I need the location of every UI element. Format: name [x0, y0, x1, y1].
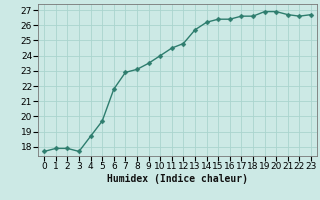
X-axis label: Humidex (Indice chaleur): Humidex (Indice chaleur): [107, 174, 248, 184]
